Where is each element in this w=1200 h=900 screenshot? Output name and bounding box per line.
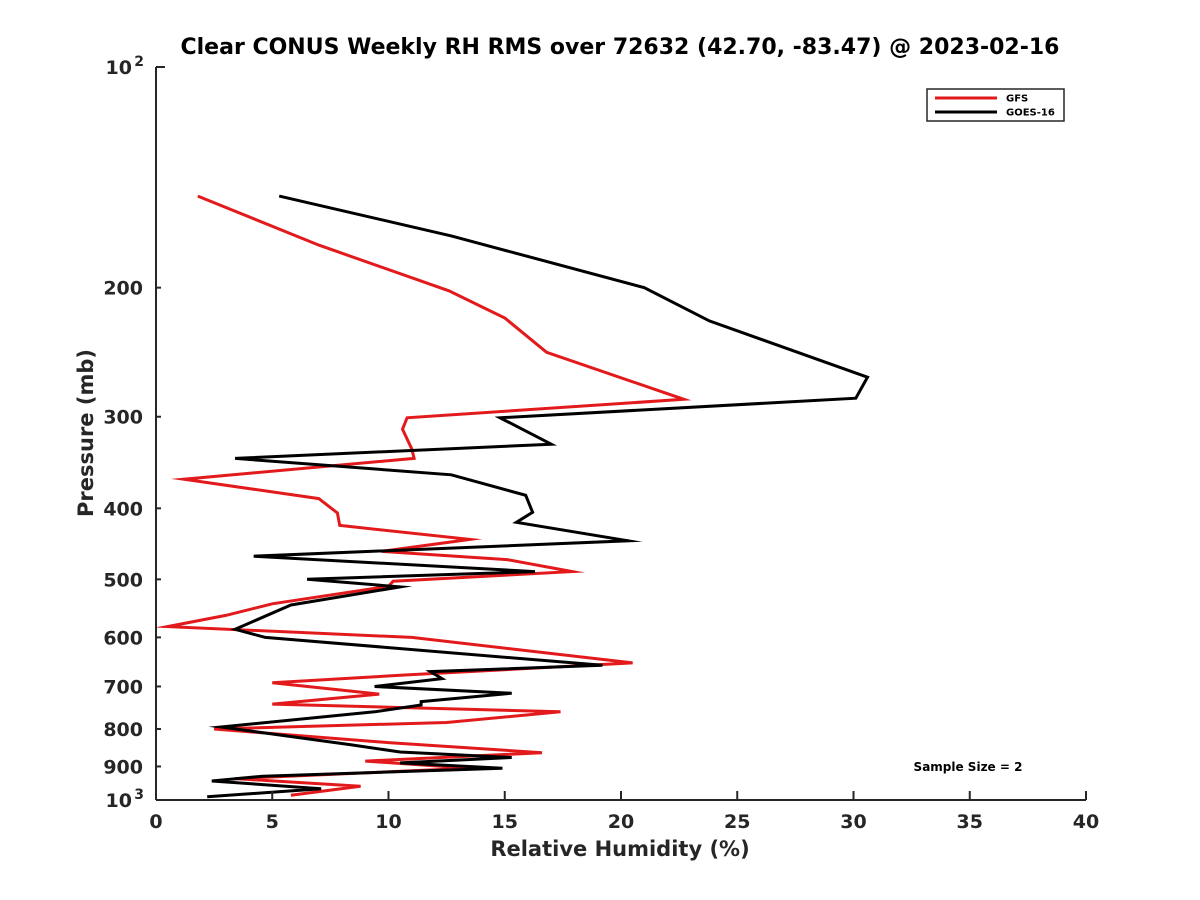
series-line-goes-16 <box>207 194 870 799</box>
y-tick-label: 800 <box>103 719 143 741</box>
x-tick-label: 20 <box>608 811 634 833</box>
legend-label: GFS <box>1006 94 1028 105</box>
x-tick-label: 15 <box>492 811 518 833</box>
y-axis-title: Pressure (mb) <box>74 349 98 517</box>
y-tick-label: 900 <box>103 756 143 778</box>
series-layer <box>154 194 870 799</box>
x-tick-label: 5 <box>266 811 279 833</box>
y-tick-label: 500 <box>103 569 143 591</box>
chart-title: Clear CONUS Weekly RH RMS over 72632 (42… <box>181 35 1060 60</box>
y-tick-label: 700 <box>103 676 143 698</box>
x-axis-title: Relative Humidity (%) <box>490 837 749 861</box>
legend-label: GOES-16 <box>1006 108 1055 119</box>
y-tick-label-exponent: 3 <box>134 787 144 803</box>
y-tick-label: 10 <box>106 57 132 79</box>
x-tick-label: 10 <box>375 811 401 833</box>
y-tick-label: 10 <box>106 790 132 812</box>
legend: GFS GOES-16 <box>926 88 1065 122</box>
x-tick-label: 35 <box>957 811 983 833</box>
sample-size-annotation: Sample Size = 2 <box>914 760 1023 774</box>
y-tick-label: 300 <box>103 407 143 429</box>
y-tick-label: 600 <box>103 627 143 649</box>
x-tick-label: 40 <box>1073 811 1099 833</box>
x-tick-label: 25 <box>724 811 750 833</box>
x-tick-label: 30 <box>840 811 866 833</box>
y-tick-label-exponent: 2 <box>134 54 144 70</box>
legend-box <box>926 88 1065 122</box>
y-tick-label: 200 <box>103 278 143 300</box>
y-tick-label: 400 <box>103 498 143 520</box>
x-tick-label: 0 <box>149 811 162 833</box>
